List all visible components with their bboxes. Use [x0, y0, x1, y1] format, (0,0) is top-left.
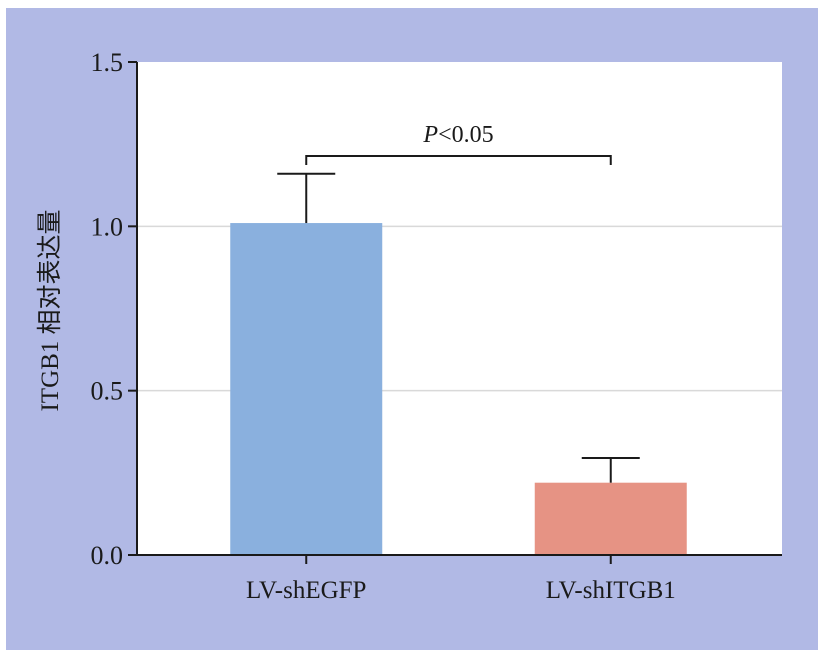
bar-lv-shitgb1 — [534, 482, 687, 555]
y-axis-ticks: 0.0 0.5 1.0 1.5 — [91, 48, 137, 570]
x-tick-label: LV-shEGFP — [246, 577, 366, 604]
significance-bracket: P<0.05 — [305, 122, 612, 165]
y-axis-title: ITGB1 相对表达量 — [36, 209, 64, 411]
x-tick-label: LV-shITGB1 — [546, 577, 676, 604]
y-tick-label: 0.5 — [91, 377, 124, 406]
error-bars — [277, 172, 640, 483]
significance-label: P<0.05 — [422, 122, 493, 148]
y-tick-label: 0.0 — [91, 541, 124, 570]
bracket-line — [305, 155, 612, 165]
bars — [230, 223, 687, 555]
y-tick-label: 1.0 — [91, 212, 124, 241]
bar-lv-shegfp — [230, 223, 383, 555]
x-axis-ticks: LV-shEGFP LV-shITGB1 — [246, 555, 676, 604]
axes — [136, 62, 782, 556]
y-tick-label: 1.5 — [91, 48, 124, 77]
